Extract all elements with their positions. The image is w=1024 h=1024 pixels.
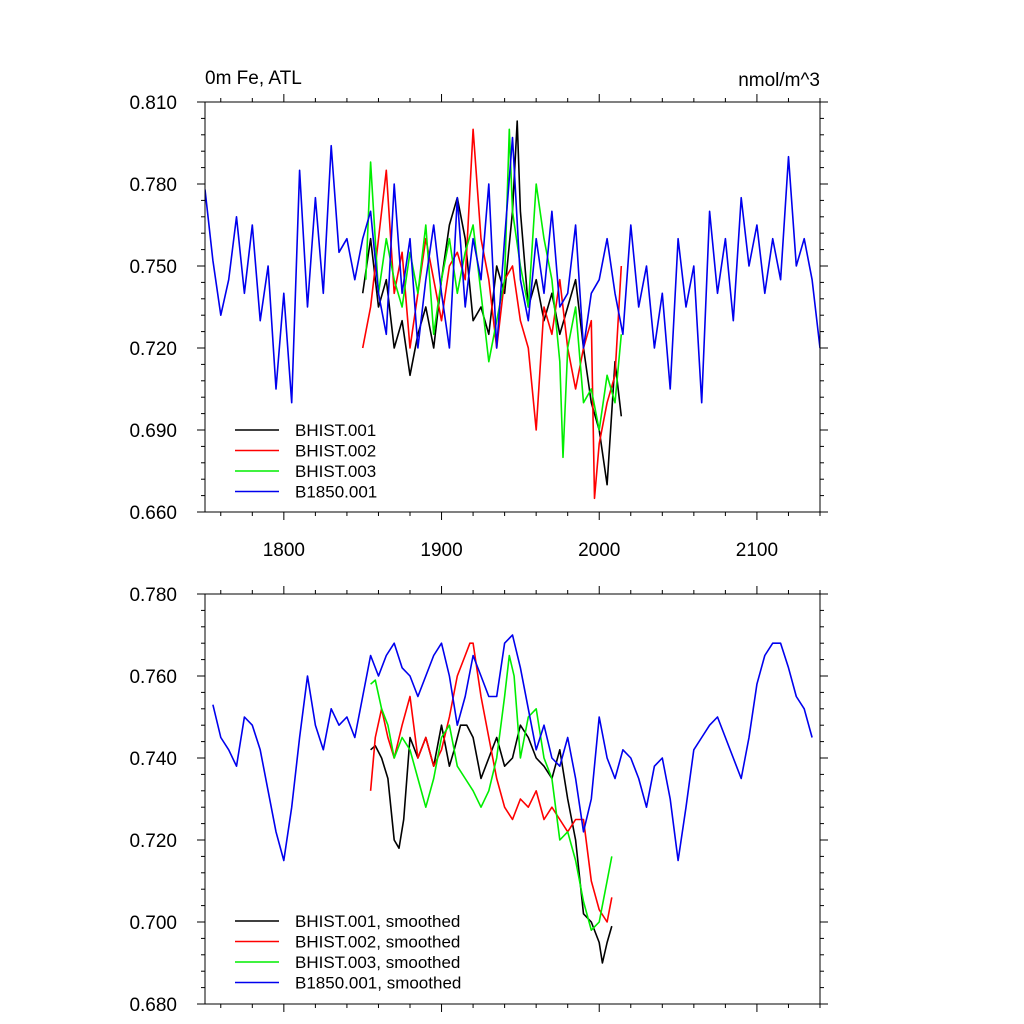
bottom-y-tick-label: 0.760 — [129, 667, 177, 688]
top-panel-series-lines — [205, 120, 820, 500]
bottom-legend-label-1: BHIST.001, smoothed — [295, 912, 460, 931]
bottom-y-tick-label: 0.680 — [129, 995, 177, 1016]
bottom-y-tick-label: 0.780 — [129, 585, 177, 606]
bottom-panel-axes: 0.680 0.700 0.720 0.740 0.760 0.780 — [129, 585, 828, 1016]
top-x-tick-label: 1800 — [263, 540, 305, 561]
bottom-panel-legend: BHIST.001, smoothed BHIST.002, smoothedBH… — [235, 912, 461, 993]
bottom-panel: 0.680 0.700 0.720 0.740 0.760 0.780 BHIST.001… — [129, 585, 828, 1016]
top-y-tick-label: 0.660 — [129, 503, 177, 524]
bottom-y-tick-label: 0.720 — [129, 831, 177, 852]
top-legend-label-3: BHIST.003 — [295, 462, 376, 481]
top-y-tick-label: 0.780 — [129, 175, 177, 196]
bottom-legend-label-3: BHIST.003, smoothed — [295, 953, 460, 972]
top-y-tick-label: 0.720 — [129, 339, 177, 360]
bottom-legend-label-2: BHIST.002, smoothed — [295, 933, 460, 952]
top-plot-frame — [204, 101, 821, 513]
top-y-tick-label: 0.690 — [129, 421, 177, 442]
top-x-tick-label: 2100 — [736, 540, 778, 561]
bottom-series-line-2 — [369, 642, 613, 923]
top-legend-label-2: BHIST.002 — [295, 442, 376, 461]
top-panel: 0m Fe, ATL nmol/m^3 0.660 0.690 0.720 0.750… — [129, 68, 828, 561]
bottom-series-line-3 — [370, 654, 613, 932]
top-x-tick-label: 2000 — [578, 540, 620, 561]
top-y-tick-label: 0.750 — [129, 257, 177, 278]
bottom-legend-label-4: B1850.001, smoothed — [295, 974, 461, 993]
top-legend-label-1: BHIST.001 — [295, 421, 376, 440]
top-panel-units: nmol/m^3 — [738, 70, 820, 91]
bottom-series-line-1 — [370, 724, 613, 964]
top-series-line-4 — [205, 136, 820, 404]
bottom-plot-frame — [204, 593, 821, 1005]
top-panel-axes: 0.660 0.690 0.720 0.750 0.780 0.810 1800 1900 20… — [129, 93, 828, 561]
top-series-line-1 — [361, 120, 623, 486]
bottom-y-tick-label: 0.740 — [129, 749, 177, 770]
top-panel-title: 0m Fe, ATL — [205, 68, 302, 89]
bottom-y-tick-label: 0.700 — [129, 913, 177, 934]
top-y-tick-label: 0.810 — [129, 93, 177, 114]
bottom-panel-series-lines — [212, 634, 813, 964]
top-legend-label-4: B1850.001 — [295, 483, 377, 502]
top-x-tick-label: 1900 — [420, 540, 462, 561]
bottom-series-line-4 — [212, 634, 813, 862]
